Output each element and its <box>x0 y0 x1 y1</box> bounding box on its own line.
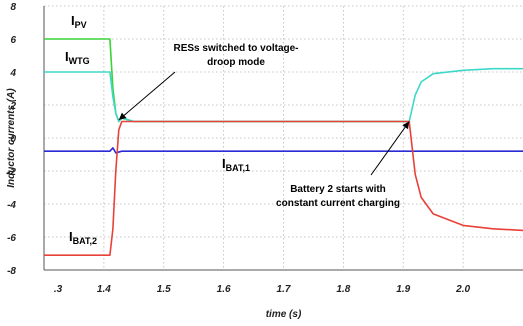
x-tick-label: 2.0 <box>455 284 470 295</box>
x-tick-label: 1.8 <box>336 284 350 295</box>
y-tick-label: 8 <box>10 2 16 13</box>
annotation-arrow-line <box>118 71 176 121</box>
series-label-bat2: IBAT,2 <box>69 229 97 246</box>
annotation-text: Battery 2 starts with constant current ch… <box>276 184 400 209</box>
series-label-pv: IPV <box>71 13 87 30</box>
y-tick-label: -2 <box>7 167 16 178</box>
x-tick-label: 1.5 <box>157 284 171 295</box>
annotation-arrowhead <box>118 112 127 120</box>
x-tick-label: 1.9 <box>396 284 410 295</box>
series-label-bat1: IBAT,1 <box>222 156 250 173</box>
x-tick-labels: .3 1.4 1.5 1.6 1.7 1.8 1.9 2.0 <box>54 284 471 295</box>
y-tick-labels: 8 6 4 2 0 -2 -4 -6 -8 <box>7 2 16 277</box>
y-tick-label: -8 <box>7 266 16 277</box>
y-axis-label: Inductor currents (A) <box>6 88 17 188</box>
annotation-arrow-line <box>370 121 410 176</box>
y-tick-label: -6 <box>7 233 16 244</box>
grid <box>43 5 523 271</box>
series-layer <box>44 38 523 256</box>
annotation-text: RESs switched to voltage-droop mode <box>173 43 298 68</box>
plot-frame <box>43 6 523 271</box>
y-tick-label: 6 <box>10 35 16 46</box>
y-tick-label: 4 <box>9 68 16 79</box>
annotation-1: RESs switched to voltage-droop mode <box>118 43 299 121</box>
y-tick-label: 2 <box>9 101 16 112</box>
x-tick-label: 1.4 <box>97 284 111 295</box>
y-tick-label: 0 <box>10 134 16 145</box>
x-axis-label: time (s) <box>266 309 302 320</box>
x-tick-label: 1.6 <box>217 284 231 295</box>
annotation-arrowhead <box>402 121 410 130</box>
x-tick-label: 1.7 <box>277 284 291 295</box>
series-line-bat2 <box>44 120 523 256</box>
x-tick-label: .3 <box>54 284 63 295</box>
annotation-2: Battery 2 starts with constant current ch… <box>276 121 410 209</box>
series-label-wtg: IWTG <box>65 49 90 66</box>
y-tick-label: -4 <box>7 200 16 211</box>
series-line-bat1 <box>44 147 523 154</box>
annotations: RESs switched to voltage-droop mode Batte… <box>118 43 410 209</box>
